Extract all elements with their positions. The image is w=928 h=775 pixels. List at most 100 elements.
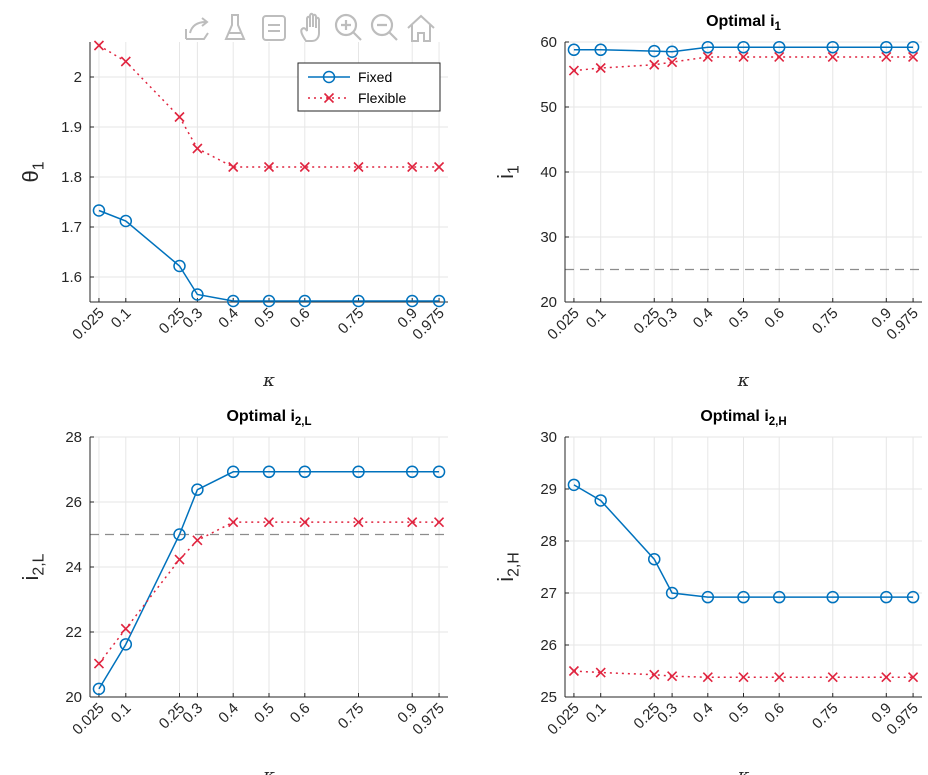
data-point-fixed [880,590,893,604]
data-point-fixed [594,43,607,57]
data-point-flexible [738,51,749,63]
data-point-fixed [906,40,920,54]
y-tick-label: 28 [65,429,82,446]
data-point-flexible [263,517,275,528]
series-line-fixed [573,46,914,53]
data-point-fixed [567,43,581,57]
data-point-flexible [774,672,785,683]
data-point-flexible [908,672,919,683]
chart-title: Optimal i1 [706,13,781,33]
pan-hand-icon[interactable] [300,12,320,42]
data-point-flexible [881,51,892,63]
data-point-fixed [665,586,679,600]
series-line-fixed [98,209,440,302]
data-point-fixed [405,465,419,479]
data-point-flexible [702,51,713,63]
chart-title-main: Optimal i [226,408,294,425]
data-point-flexible [433,517,445,528]
data-point-flexible [299,517,310,528]
data-point-flexible [702,672,713,683]
chart-title-sub: 1 [775,21,782,33]
data-point-fixed [298,294,312,308]
data-point-fixed [262,465,276,479]
data-point-fixed [92,682,106,696]
x-tick-label: 0.6 [287,305,314,332]
data-point-flexible [433,161,445,173]
legend-marker-flexible [323,92,335,104]
data-point-fixed [772,590,786,604]
y-tick-label: 26 [540,637,557,654]
data-point-fixed [262,294,276,308]
series-line-flexible [573,670,914,678]
x-tick-label: 0.4 [690,700,717,727]
y-tick-label: 28 [540,533,557,550]
x-tick-label: 0.3 [179,700,206,727]
x-axis-label: κ [737,370,750,391]
data-point-fixed [119,214,133,228]
y-tick-label: 2 [74,69,82,86]
data-point-fixed [826,40,839,54]
data-point-fixed [737,590,750,604]
data-point-fixed [648,552,661,566]
data-point-flexible [881,672,892,683]
data-point-fixed [880,40,893,54]
x-tick-label: 0.3 [654,700,681,727]
y-axis-label: i2,L [18,553,48,580]
x-tick-label: 0.4 [215,700,242,727]
data-point-flexible [228,517,239,528]
x-axis-label: κ [737,765,750,775]
zoom-out-icon[interactable] [370,13,398,41]
home-icon[interactable] [407,14,435,42]
x-tick-label: 0.5 [726,700,753,727]
y-tick-label: 1.7 [61,219,82,236]
brush-icon[interactable] [224,14,246,40]
y-axis-label-sub: 1 [506,165,523,174]
axes-toolbar [185,12,435,42]
zoom-in-icon[interactable] [334,13,362,41]
data-point-fixed [226,465,240,479]
data-point-flexible [595,62,606,74]
x-tick-label: 0.6 [287,700,314,727]
chart-theta1: 1.61.71.81.920.025 0.1 0.250.3 0.4 0.5 0.6 0.7… [18,40,448,391]
y-tick-label: 24 [65,559,82,576]
data-point-flexible [827,51,838,63]
data-point-fixed [665,45,679,58]
y-axis-label-sub: 2,L [31,553,48,575]
legend-label-flexible: Flexible [358,90,406,106]
data-point-flexible [568,65,579,76]
x-tick-label: 0.5 [726,305,753,332]
y-axis-label-main: i [493,577,518,582]
data-point-fixed [432,294,446,308]
data-point-fixed [701,40,715,54]
x-tick-label: 0.3 [179,305,206,332]
x-axis-label: κ [262,370,275,391]
data-point-fixed [772,40,786,54]
data-point-fixed [432,465,446,479]
x-tick-label: 0.75 [809,305,842,338]
y-tick-label: 60 [540,34,557,51]
x-axis-label: κ [262,765,275,775]
chart-title-sub: 2,L [295,416,312,428]
x-tick-label: 0.75 [809,700,842,733]
x-tick-label: 0.975 [883,305,922,344]
datatip-icon[interactable] [262,15,286,41]
data-point-flexible [667,57,678,68]
x-tick-label: 0.6 [761,305,788,332]
data-point-fixed [906,590,920,604]
data-point-flexible [120,56,131,67]
data-point-flexible [827,672,838,683]
y-tick-label: 20 [540,294,557,311]
x-tick-label: 0.75 [335,700,368,733]
x-tick-label: 0.975 [409,305,448,344]
export-icon[interactable] [185,17,209,40]
chart-title: Optimal i2,H [700,408,786,428]
x-tick-label: 0.6 [761,700,788,727]
data-point-flexible [93,40,105,51]
data-point-flexible [353,161,364,173]
y-tick-label: 29 [540,481,557,498]
legend-label-fixed: Fixed [358,69,392,85]
chart-title-main: Optimal i [706,13,774,30]
y-tick-label: 1.9 [61,119,82,136]
data-point-fixed [92,204,106,217]
